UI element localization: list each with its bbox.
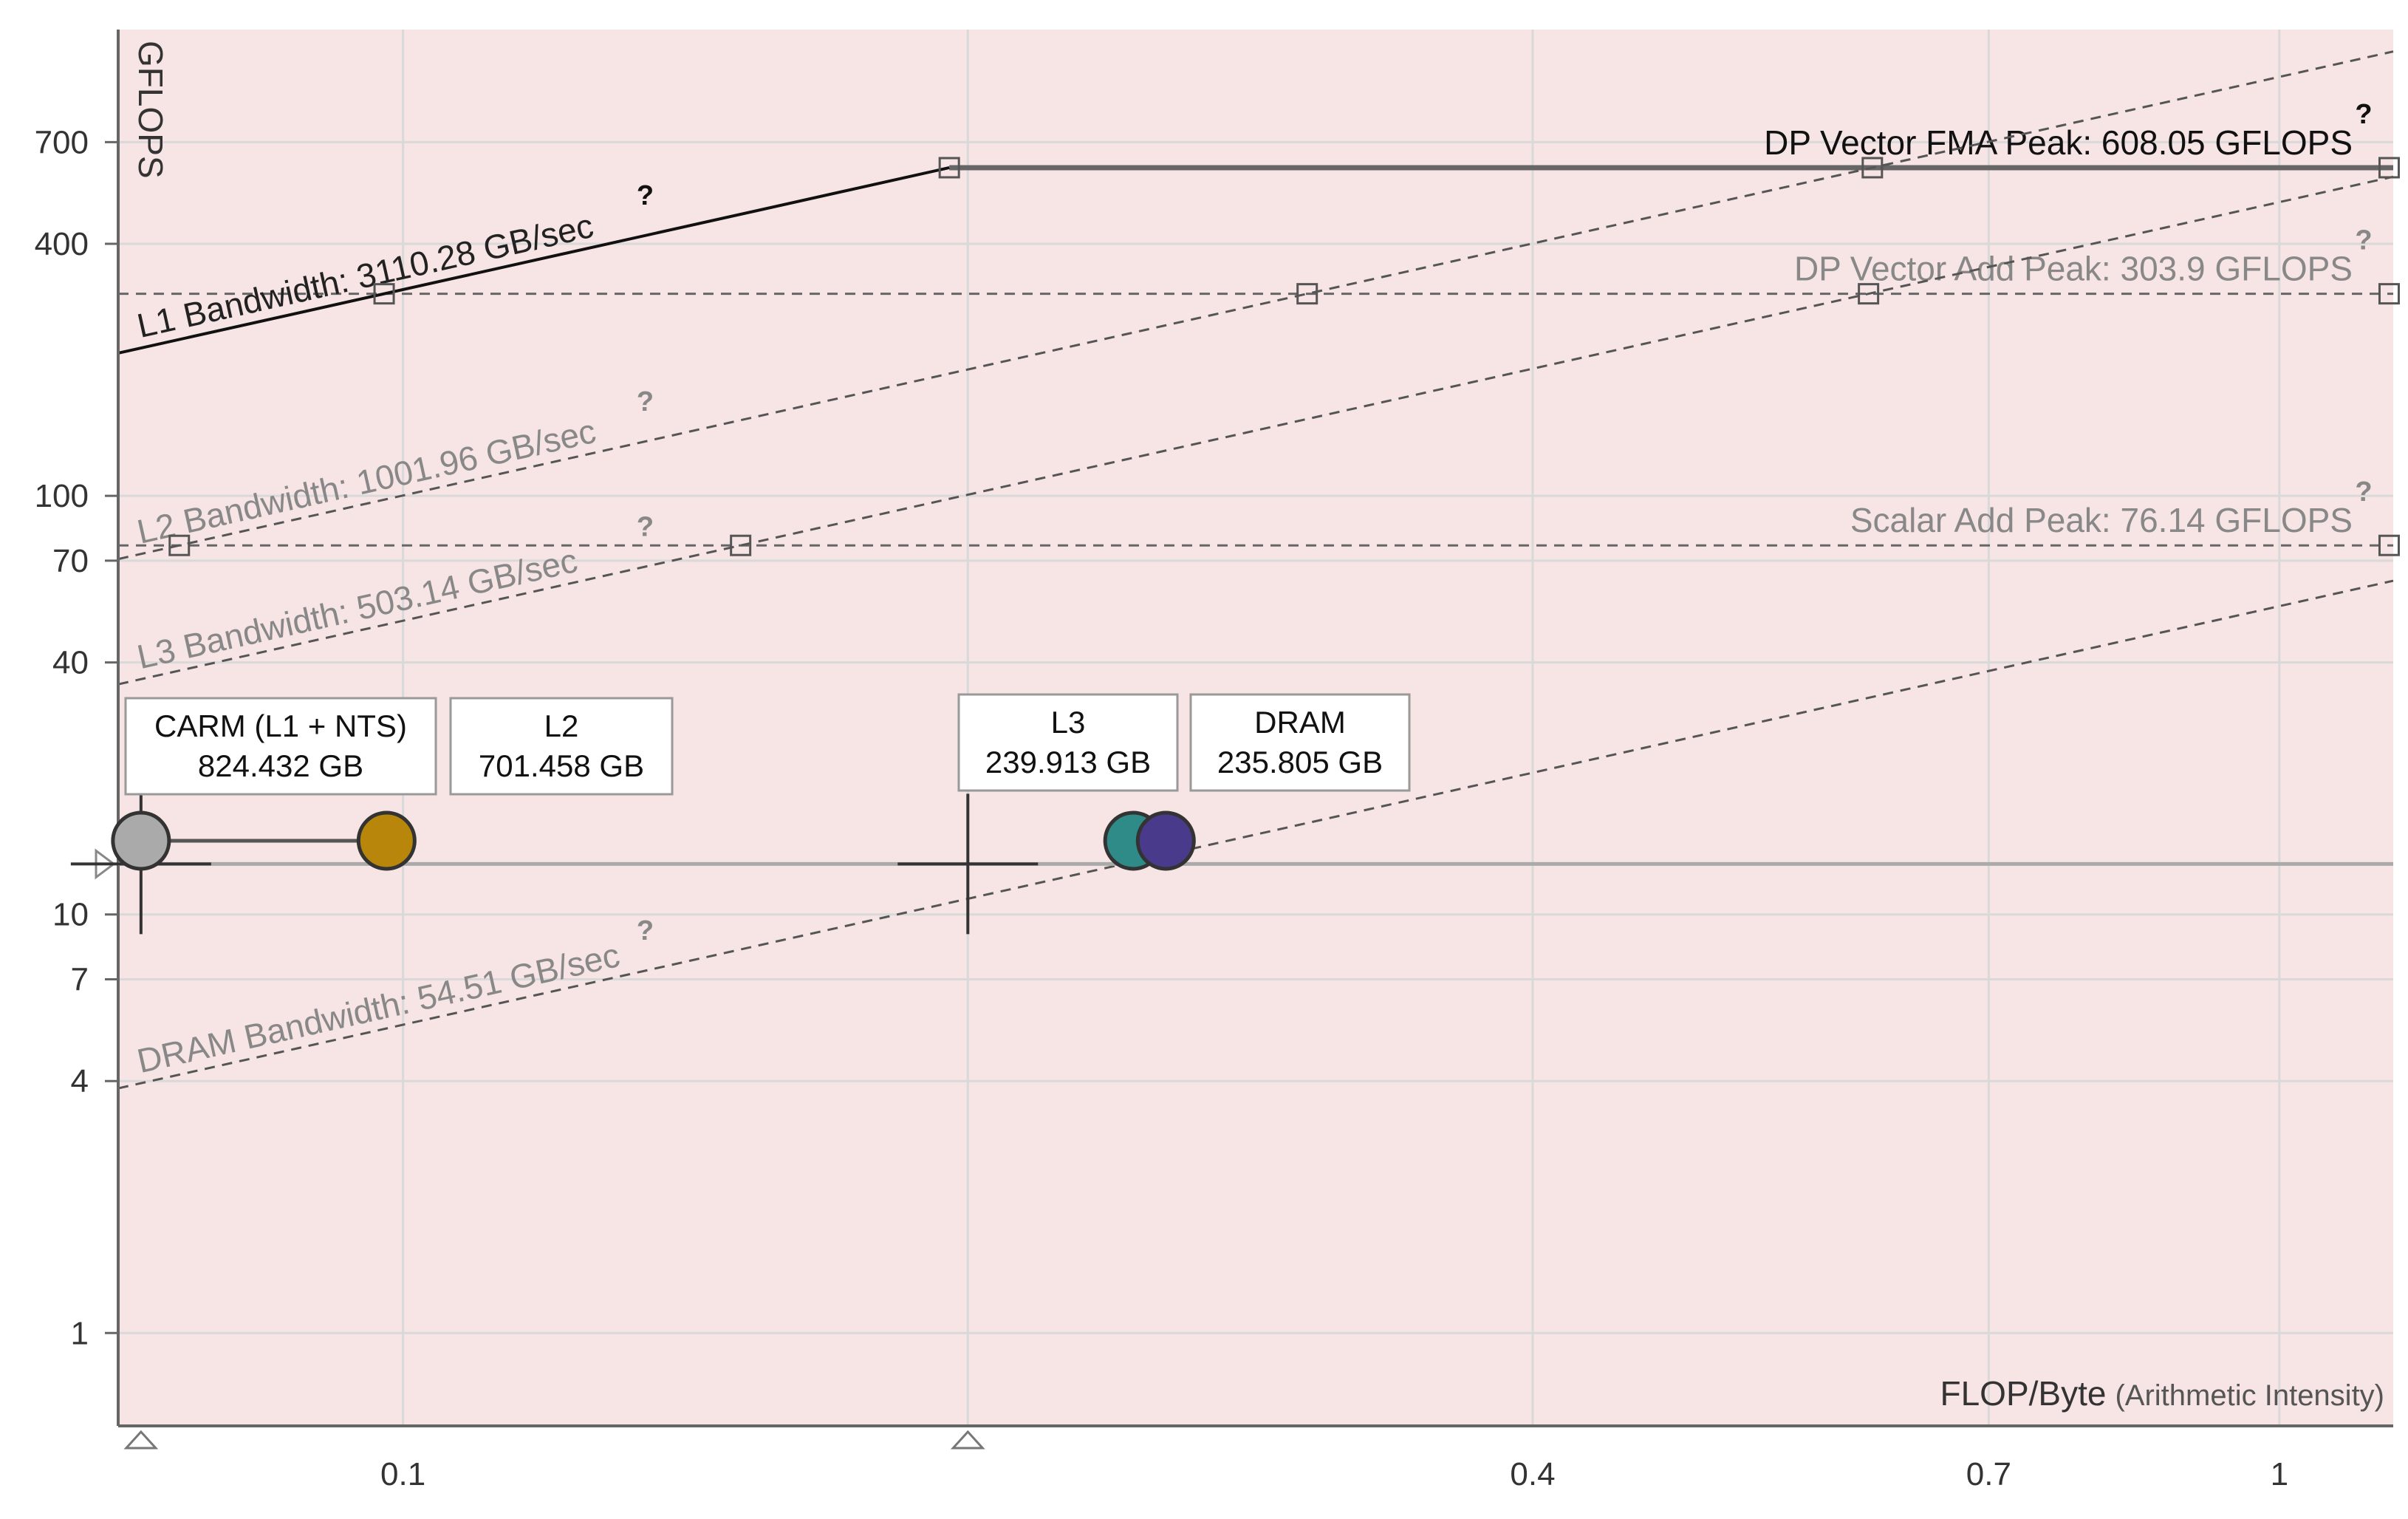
point-callout-name: CARM (L1 + NTS) bbox=[154, 709, 407, 743]
help-icon: ? bbox=[637, 180, 654, 211]
y-tick-label: 700 bbox=[35, 124, 89, 160]
roof-intersection-marker bbox=[2378, 534, 2400, 556]
point-callout-box bbox=[957, 693, 1179, 792]
roof-intersection-marker bbox=[1858, 283, 1880, 305]
y-tick-label: 7 bbox=[71, 961, 89, 997]
bandwidth-roof-line bbox=[117, 50, 2394, 561]
roof-intersection-marker bbox=[1296, 283, 1318, 305]
roof-intersection-marker bbox=[373, 283, 395, 305]
x-marker-triangle bbox=[123, 1430, 159, 1450]
y-axis-title: GFLOPS bbox=[131, 41, 170, 179]
axes bbox=[117, 30, 2393, 1427]
point-callout-name: DRAM bbox=[1254, 705, 1346, 740]
compute-roof-label: Scalar Add Peak: 76.14 GFLOPS bbox=[1850, 501, 2353, 539]
x-marker-triangle bbox=[950, 1430, 985, 1450]
x-tick-label: 1 bbox=[2271, 1456, 2288, 1492]
point-callout-traffic: 239.913 GB bbox=[985, 745, 1151, 779]
point-callout-box bbox=[1189, 693, 1411, 792]
point-callouts: CARM (L1 + NTS) 824.432 GB L2 701.458 GB L3 2… bbox=[124, 693, 1411, 796]
x-tick-label: 0.1 bbox=[380, 1456, 425, 1492]
bandwidth-roof-line bbox=[117, 166, 950, 355]
roof-intersection-marker bbox=[730, 534, 752, 556]
help-icon: ? bbox=[2355, 99, 2372, 130]
data-point[interactable] bbox=[111, 810, 171, 871]
roof-intersection-marker bbox=[168, 534, 191, 556]
point-callout-box bbox=[449, 697, 674, 796]
roof-intersection-marker bbox=[938, 157, 960, 179]
point-callout-box bbox=[124, 697, 437, 796]
y-tick-label: 4 bbox=[71, 1063, 89, 1099]
y-tick-label: 400 bbox=[35, 226, 89, 262]
help-icon: ? bbox=[2355, 477, 2372, 508]
grid bbox=[118, 30, 2393, 1426]
y-tick-label: 100 bbox=[35, 478, 89, 514]
compute-roof-label: DP Vector Add Peak: 303.9 GFLOPS bbox=[1794, 250, 2353, 288]
x-axis-title-main: FLOP/Byte bbox=[1940, 1374, 2107, 1413]
roof-intersection-marker bbox=[1861, 157, 1884, 179]
x-axis-title-note: (Arithmetic Intensity) bbox=[2115, 1379, 2384, 1412]
point-callout-name: L3 bbox=[1051, 705, 1086, 740]
x-tick-label: 0.7 bbox=[1966, 1456, 2011, 1492]
roof-intersection-marker bbox=[2378, 283, 2400, 305]
data-points[interactable] bbox=[111, 810, 1196, 871]
help-icon: ? bbox=[2355, 225, 2372, 256]
bandwidth-roof-line bbox=[117, 175, 2394, 686]
x-axis-title: FLOP/Byte (Arithmetic Intensity) bbox=[1940, 1374, 2385, 1413]
roof-intersection-marker bbox=[2378, 157, 2400, 179]
y-tick-label: 1 bbox=[71, 1315, 89, 1351]
point-callout-traffic: 824.432 GB bbox=[198, 748, 363, 783]
help-icon: ? bbox=[637, 511, 654, 542]
y-tick-label: 40 bbox=[52, 645, 89, 681]
point-callout-traffic: 701.458 GB bbox=[479, 748, 644, 783]
bandwidth-roof-line bbox=[117, 579, 2394, 1090]
y-tick-label: 10 bbox=[52, 897, 89, 933]
help-icon: ? bbox=[637, 386, 654, 417]
tick-labels: 0.1 0.4 0.7 1 1 4 7 10 40 70 100 400 700 bbox=[35, 124, 2288, 1492]
x-tick-label: 0.4 bbox=[1510, 1456, 1555, 1492]
data-point[interactable] bbox=[1135, 810, 1196, 871]
compute-roof-label: DP Vector FMA Peak: 608.05 GFLOPS bbox=[1764, 123, 2353, 162]
y-tick-label: 70 bbox=[52, 543, 89, 579]
point-callout-name: L2 bbox=[544, 709, 579, 743]
data-point[interactable] bbox=[356, 810, 417, 871]
point-callout-traffic: 235.805 GB bbox=[1217, 745, 1383, 779]
help-icon: ? bbox=[637, 915, 654, 946]
